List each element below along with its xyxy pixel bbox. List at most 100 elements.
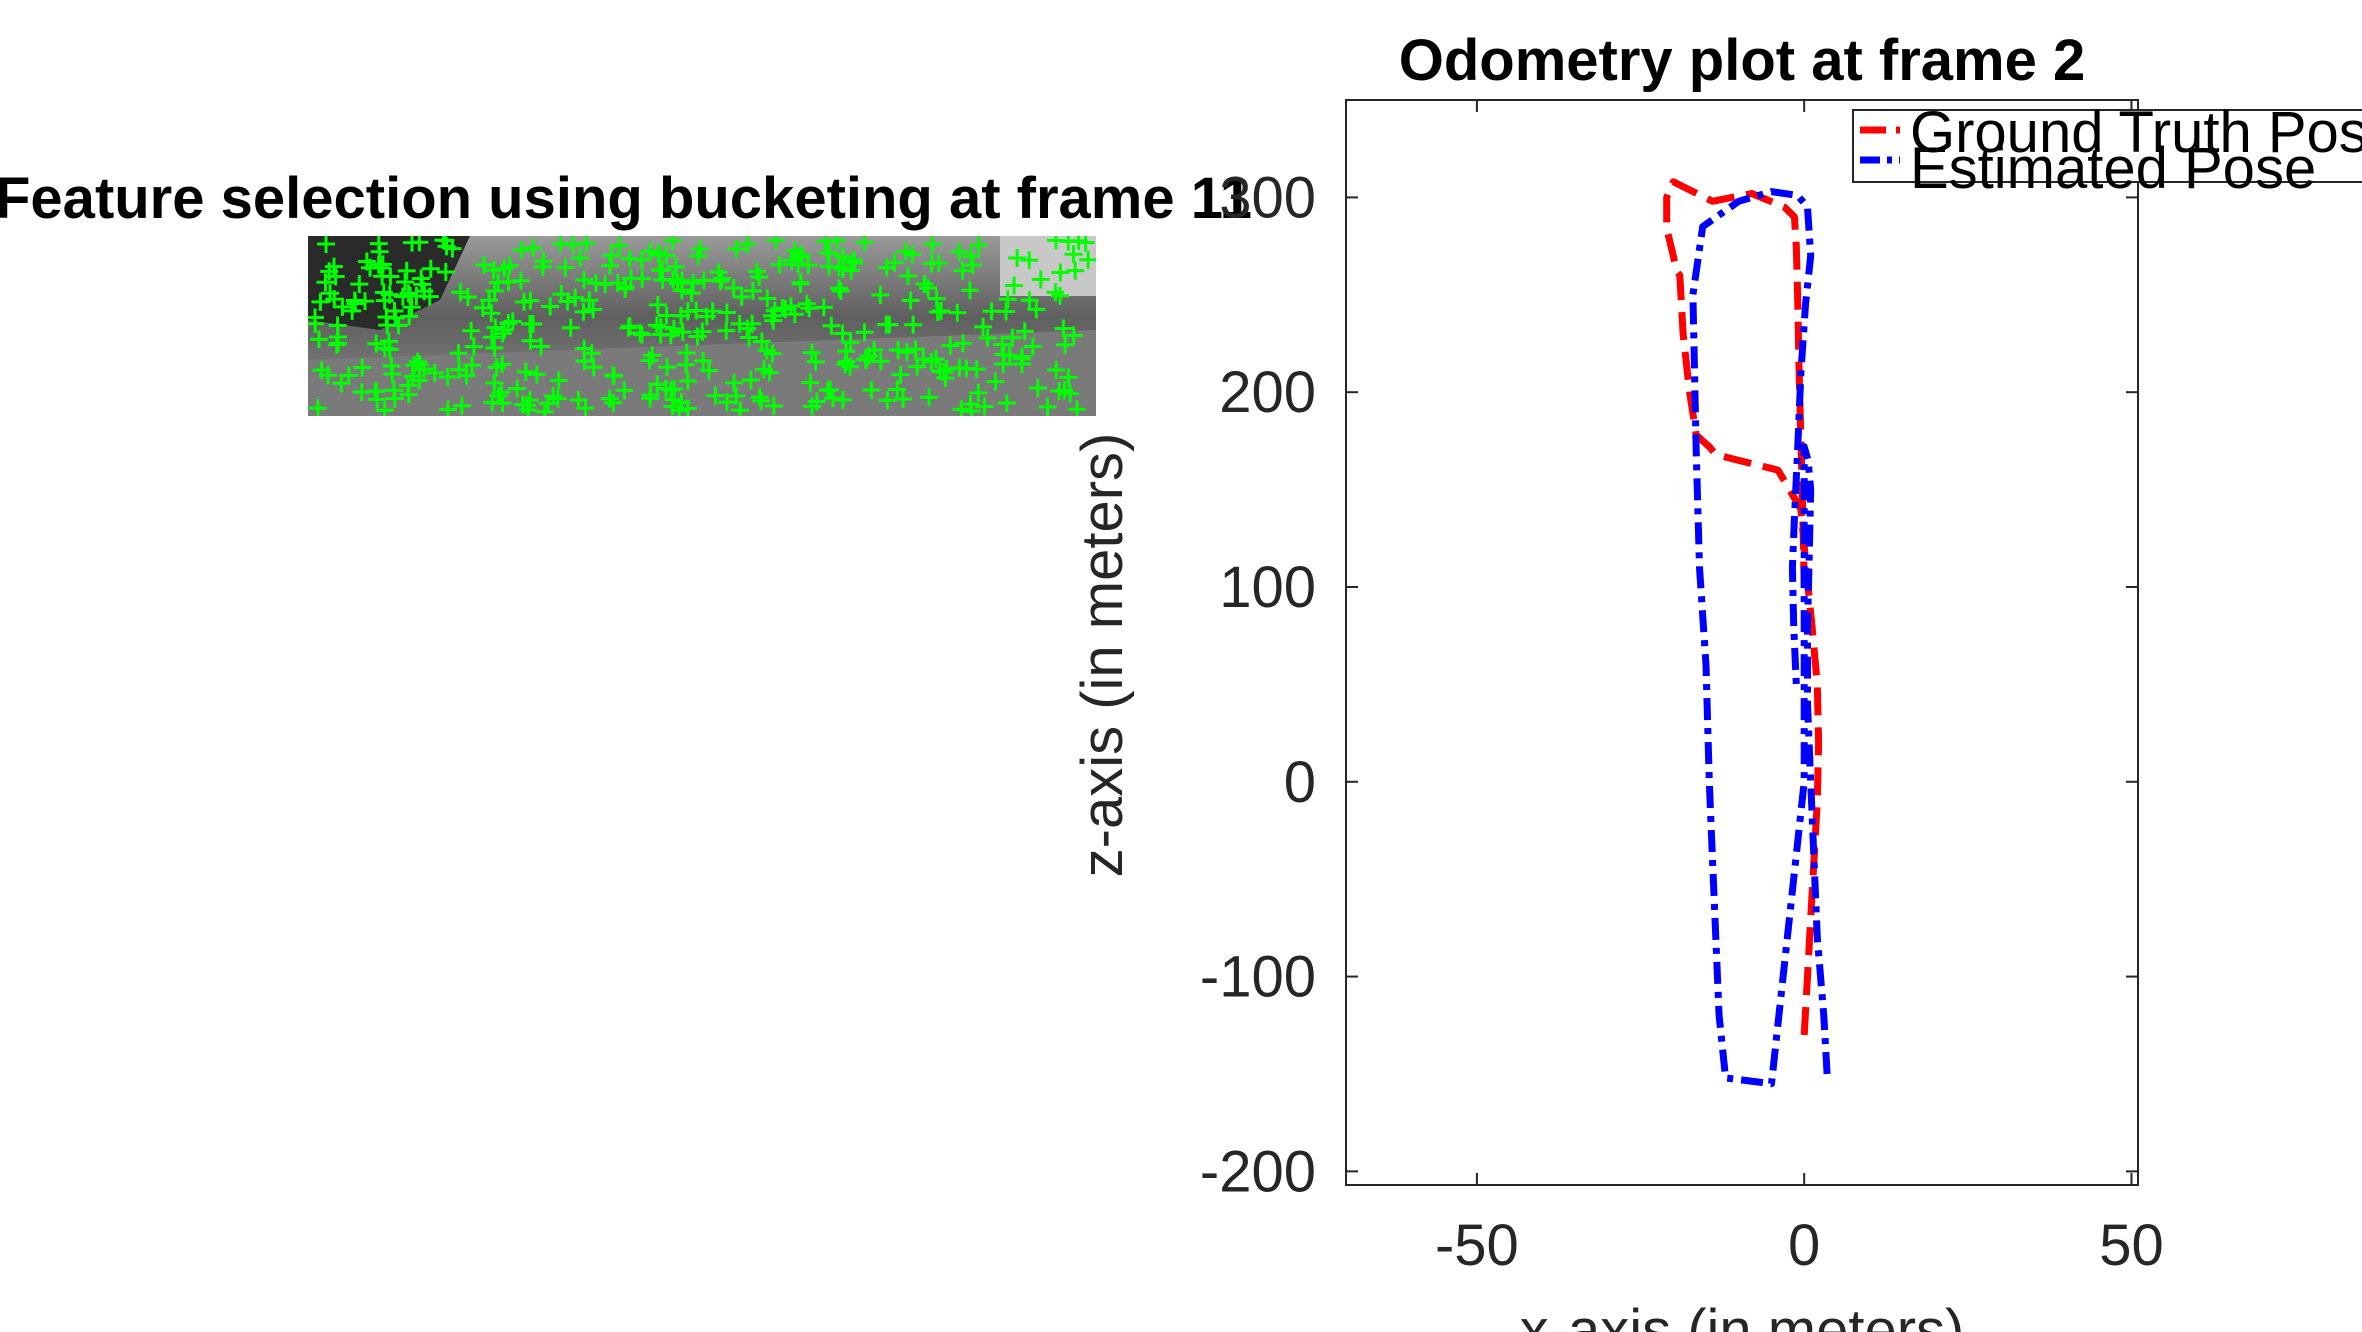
feature-marker	[658, 358, 677, 377]
feature-marker	[928, 303, 947, 322]
feature-marker	[1038, 397, 1057, 416]
feature-marker	[486, 318, 505, 337]
feature-marker	[631, 324, 650, 343]
feature-marker	[899, 266, 918, 285]
feature-marker	[383, 364, 402, 383]
feature-marker	[871, 352, 890, 371]
feature-marker	[830, 279, 849, 298]
feature-marker	[641, 242, 660, 261]
feature-marker	[326, 267, 345, 286]
feature-marker	[974, 317, 993, 336]
feature-marker	[604, 366, 623, 385]
feature-marker	[941, 336, 960, 355]
feature-marker	[891, 365, 910, 384]
feature-marker	[855, 236, 874, 252]
feature-marker	[381, 267, 400, 286]
feature-marker	[367, 334, 386, 353]
feature-marker	[399, 284, 418, 303]
feature-marker	[500, 256, 519, 275]
feature-marker	[648, 375, 667, 394]
feature-marker	[741, 371, 760, 390]
feature-marker	[308, 399, 327, 416]
feature-marker	[1061, 384, 1080, 403]
y-tick-label: 100	[1219, 555, 1316, 620]
feature-marker	[520, 315, 539, 334]
feature-marker	[802, 343, 821, 362]
feature-marker	[689, 247, 708, 266]
feature-marker	[616, 277, 635, 296]
feature-marker	[600, 389, 619, 408]
feature-marker	[584, 358, 603, 377]
feature-marker	[833, 390, 852, 409]
feature-marker	[727, 386, 746, 405]
feature-marker	[758, 289, 777, 308]
feature-marker	[770, 255, 789, 274]
feature-marker	[822, 316, 841, 335]
feature-marker	[378, 316, 397, 335]
feature-marker	[311, 292, 330, 311]
feature-marker	[1059, 368, 1078, 387]
feature-marker	[549, 389, 568, 408]
feature-marker	[400, 307, 419, 326]
feature-marker	[482, 304, 501, 323]
y-tick-label: 300	[1219, 165, 1316, 230]
feature-marker	[414, 360, 433, 379]
feature-marker	[602, 246, 621, 265]
feature-marker	[650, 261, 669, 280]
feature-marker	[519, 401, 538, 416]
feature-marker	[1020, 291, 1039, 310]
feature-marker	[1064, 326, 1083, 345]
feature-marker	[327, 335, 346, 354]
feature-marker	[671, 306, 690, 325]
feature-marker	[694, 351, 713, 370]
feature-marker	[747, 262, 766, 281]
legend-label-estimated: Estimated Pose	[1910, 136, 2316, 201]
feature-marker	[727, 240, 746, 259]
feature-marker	[664, 270, 683, 289]
feature-marker	[954, 334, 973, 353]
feature-marker	[666, 257, 685, 276]
feature-marker	[503, 312, 522, 331]
feature-marker	[485, 281, 504, 300]
feature-marker	[552, 285, 571, 304]
feature-marker	[375, 339, 394, 358]
feature-marker	[1008, 249, 1027, 268]
feature-marker	[766, 236, 785, 250]
feature-marker	[906, 340, 925, 359]
feature-marker	[532, 337, 551, 356]
feature-marker	[549, 371, 568, 390]
feature-marker	[997, 394, 1016, 413]
feature-marker	[819, 243, 838, 262]
image-panel-title: Feature selection using bucketing at fra…	[0, 166, 1252, 231]
feature-marker	[438, 367, 457, 386]
feature-marker	[969, 236, 988, 254]
feature-marker	[566, 288, 585, 307]
feature-marker	[903, 245, 922, 264]
feature-marker	[789, 255, 808, 274]
feature-marker	[920, 388, 939, 407]
feature-marker	[904, 315, 923, 334]
feature-marker	[673, 323, 692, 342]
feature-marker	[818, 381, 837, 400]
feature-marker	[1031, 270, 1050, 289]
feature-marker	[541, 297, 560, 316]
feature-marker	[1023, 337, 1042, 356]
feature-marker	[732, 287, 751, 306]
feature-marker	[994, 345, 1013, 364]
feature-marker	[888, 341, 907, 360]
feature-marker	[844, 251, 863, 270]
feature-marker	[620, 317, 639, 336]
feature-marker	[648, 295, 667, 314]
feature-marker	[438, 400, 457, 416]
feature-marker	[978, 328, 997, 347]
feature-marker	[535, 402, 554, 416]
y-tick-label: -200	[1200, 1139, 1316, 1204]
feature-marker	[797, 294, 816, 313]
feature-marker	[731, 401, 750, 416]
feature-marker	[664, 319, 683, 338]
feature-marker	[596, 275, 615, 294]
feature-marker	[463, 356, 482, 375]
feature-marker	[670, 401, 689, 416]
feature-marker	[827, 236, 846, 250]
